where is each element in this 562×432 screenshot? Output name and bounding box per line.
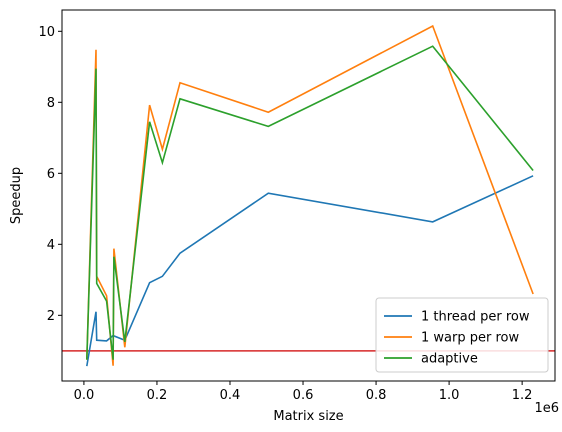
- y-tick-label: 2: [47, 309, 55, 324]
- legend-label: 1 warp per row: [421, 331, 519, 346]
- x-tick-label: 0.0: [74, 388, 95, 403]
- x-tick-label: 0.6: [293, 388, 314, 403]
- y-tick-label: 6: [47, 167, 55, 182]
- x-tick-label: 0.4: [220, 388, 241, 403]
- y-axis-title: Speedup: [9, 167, 24, 224]
- x-axis-title: Matrix size: [273, 409, 343, 424]
- series-line-0: [86, 175, 534, 367]
- legend-label: 1 thread per row: [421, 310, 530, 325]
- series-line-2: [86, 45, 534, 360]
- x-tick-label: 0.8: [366, 388, 387, 403]
- y-tick-label: 4: [47, 238, 55, 253]
- y-tick-label: 8: [47, 96, 55, 111]
- x-tick-label: 0.2: [147, 388, 168, 403]
- y-tick-label: 10: [38, 25, 55, 40]
- x-tick-label: 1.2: [512, 388, 533, 403]
- x-tick-label: 1.0: [439, 388, 460, 403]
- legend: 1 thread per row 1 warp per row adaptive: [375, 297, 549, 373]
- x-axis: 0.0 0.2 0.4 0.6 0.8 1.0 1.2: [74, 381, 533, 403]
- axes-frame: [61, 9, 556, 382]
- legend-label: adaptive: [421, 352, 478, 367]
- x-axis-offset-label: 1e6: [534, 401, 559, 416]
- y-axis: 2 4 6 8 10: [38, 25, 62, 324]
- legend-box: [375, 297, 549, 373]
